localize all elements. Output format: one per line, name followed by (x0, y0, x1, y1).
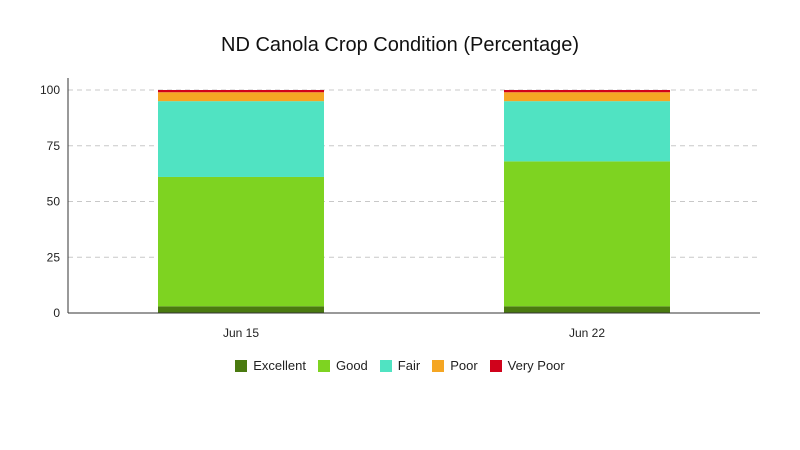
y-tick-label: 0 (53, 306, 60, 320)
legend-swatch (235, 359, 248, 372)
legend-swatch (379, 359, 392, 372)
bar-segment-fair (158, 101, 324, 177)
legend-swatch (489, 359, 502, 372)
legend-label: Very Poor (507, 358, 565, 373)
legend-label: Poor (450, 358, 478, 373)
bar-segment-poor (158, 92, 324, 102)
chart-legend: Excellent Good Fair Poor Very Poor (0, 358, 800, 373)
legend-item: Good (317, 358, 368, 373)
x-tick-label: Jun 15 (223, 326, 259, 340)
bar-segment-fair (504, 101, 670, 162)
bar-segment-good (504, 161, 670, 307)
chart-title: ND Canola Crop Condition (Percentage) (221, 34, 579, 56)
legend-label: Good (335, 358, 368, 373)
x-tick-label: Jun 22 (569, 326, 605, 340)
legend-item: Very Poor (489, 358, 565, 373)
y-tick-label: 50 (47, 195, 61, 209)
bar-segment-excellent (158, 306, 324, 313)
y-tick-label: 100 (40, 83, 60, 97)
legend-swatch (432, 359, 445, 372)
legend-swatch (317, 359, 330, 372)
legend-label: Fair (397, 358, 421, 373)
y-tick-label: 75 (47, 139, 61, 153)
legend-label: Excellent (253, 358, 306, 373)
y-tick-label: 25 (47, 250, 61, 264)
legend-item: Excellent (235, 358, 306, 373)
bar-segment-very-poor (158, 90, 324, 93)
legend-item: Fair (379, 358, 421, 373)
legend-item: Poor (432, 358, 478, 373)
bar-segment-good (158, 176, 324, 307)
bar-segment-poor (504, 92, 670, 102)
bar-segment-excellent (504, 306, 670, 313)
bar-segment-very-poor (504, 90, 670, 93)
